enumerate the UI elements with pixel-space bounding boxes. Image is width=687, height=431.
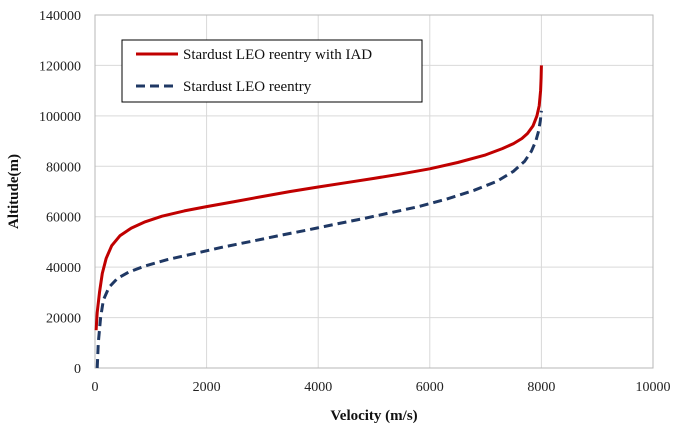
legend-label-reentry: Stardust LEO reentry [183,79,312,95]
series-line-iad [94,65,543,331]
y-tick-label: 120000 [39,59,81,74]
y-tick-label: 20000 [46,312,81,327]
y-tick-label: 40000 [46,261,81,276]
legend: Stardust LEO reentry with IAD Stardust L… [121,39,423,103]
y-tick-label: 80000 [46,160,81,175]
legend-label-iad: Stardust LEO reentry with IAD [183,47,372,63]
y-tick-label: 0 [74,362,81,377]
y-tick-label: 60000 [46,211,81,226]
y-axis-title: Altitude(m) [6,154,22,229]
series-line-reentry [95,110,543,369]
x-tick-label: 4000 [304,380,332,395]
plot-area-frame [94,14,654,369]
x-axis-title: Velocity (m/s) [330,408,417,424]
x-tick-label: 8000 [527,380,555,395]
x-axis-ticks: 0 2000 4000 6000 8000 10000 [92,380,671,395]
x-tick-label: 0 [92,380,99,395]
y-axis-ticks: 0 20000 40000 60000 80000 100000 120000 140000 [39,9,81,377]
x-tick-label: 10000 [636,380,671,395]
x-tick-label: 2000 [193,380,221,395]
x-tick-label: 6000 [416,380,444,395]
y-tick-label: 140000 [39,9,81,24]
series-group [94,65,543,369]
y-tick-label: 100000 [39,110,81,125]
legend-box [121,39,423,103]
